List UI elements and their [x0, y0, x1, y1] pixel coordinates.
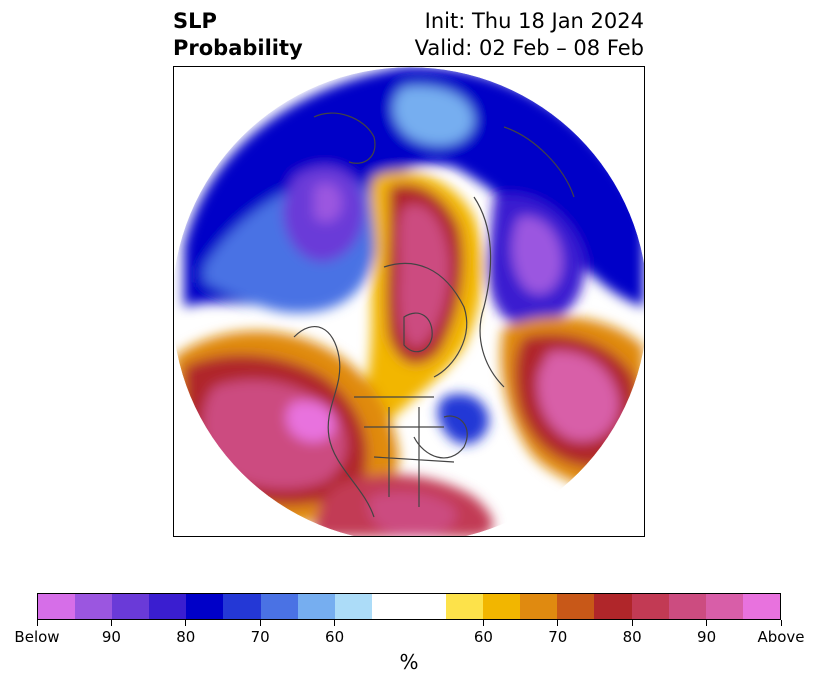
colorbar-segment: [520, 594, 558, 619]
colorbar-segment: [149, 594, 187, 619]
colorbar-tick-label: Below: [14, 628, 60, 646]
colorbar-tick-label: 90: [697, 628, 717, 646]
map-subtitle: Init: Thu 18 Jan 2024 Valid: 02 Feb – 08…: [415, 8, 644, 62]
colorbar-tick-label: 60: [325, 628, 345, 646]
colorbar-tick: [185, 620, 187, 626]
colorbar-segment: [483, 594, 521, 619]
colorbar-tick: [259, 620, 261, 626]
colorbar-unit-label: %: [399, 650, 419, 674]
colorbar-segment: [557, 594, 595, 619]
colorbar-tick: [334, 620, 336, 626]
colorbar-segment: [112, 594, 150, 619]
map-title: SLP Probability: [173, 8, 303, 62]
colorbar-segment: [705, 594, 743, 619]
colorbar-segment: [668, 594, 706, 619]
colorbar-segment: [223, 594, 261, 619]
colorbar-segment: [371, 594, 447, 619]
colorbar-segment: [75, 594, 113, 619]
colorbar-segment: [334, 594, 372, 619]
colorbar-tick: [557, 620, 559, 626]
colorbar-segment: [297, 594, 335, 619]
colorbar-tick: [706, 620, 708, 626]
colorbar-tick: [110, 620, 112, 626]
valid-range: Valid: 02 Feb – 08 Feb: [414, 36, 644, 60]
colorbar-tick-label: 70: [548, 628, 568, 646]
map-panel: [173, 66, 645, 537]
colorbar-tick-label: 80: [176, 628, 196, 646]
colorbar-segment: [446, 594, 484, 619]
colorbar-segment: [594, 594, 632, 619]
colorbar-tick: [482, 620, 484, 626]
coastlines: [293, 112, 575, 518]
colorbar-tick: [780, 620, 782, 626]
title-line-1: SLP: [173, 9, 217, 33]
colorbar-tick-label: 90: [101, 628, 121, 646]
probability-map: [174, 67, 644, 536]
colorbar-segment: [186, 594, 224, 619]
colorbar-tick: [36, 620, 38, 626]
colorbar-segment: [260, 594, 298, 619]
init-date: Init: Thu 18 Jan 2024: [424, 9, 644, 33]
colorbar-tick-label: Above: [757, 628, 805, 646]
colorbar-tick-label: 70: [250, 628, 270, 646]
colorbar-tick-label: 60: [473, 628, 493, 646]
colorbar-segment: [38, 594, 76, 619]
title-line-2: Probability: [173, 36, 303, 60]
colorbar-segment: [742, 594, 780, 619]
colorbar: [37, 593, 781, 620]
colorbar-segment: [631, 594, 669, 619]
colorbar-tick: [631, 620, 633, 626]
colorbar-tick-label: 80: [622, 628, 642, 646]
